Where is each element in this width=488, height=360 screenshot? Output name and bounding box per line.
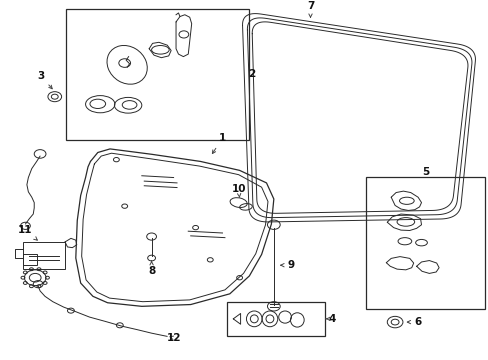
Text: 5: 5 — [421, 167, 428, 177]
Bar — [365, 177, 484, 309]
Bar — [23, 242, 65, 269]
Text: 3: 3 — [37, 71, 52, 89]
Text: 7: 7 — [306, 1, 314, 17]
Text: 2: 2 — [248, 69, 255, 79]
Text: 6: 6 — [407, 317, 421, 327]
Bar — [23, 255, 37, 265]
Text: 10: 10 — [231, 184, 245, 197]
Text: 12: 12 — [166, 333, 181, 343]
Bar — [226, 302, 324, 336]
Text: 1: 1 — [212, 133, 225, 154]
Text: 9: 9 — [280, 260, 294, 270]
Bar — [66, 9, 249, 140]
Text: 4: 4 — [325, 314, 336, 324]
Text: 8: 8 — [148, 261, 155, 276]
Text: 11: 11 — [18, 225, 37, 240]
